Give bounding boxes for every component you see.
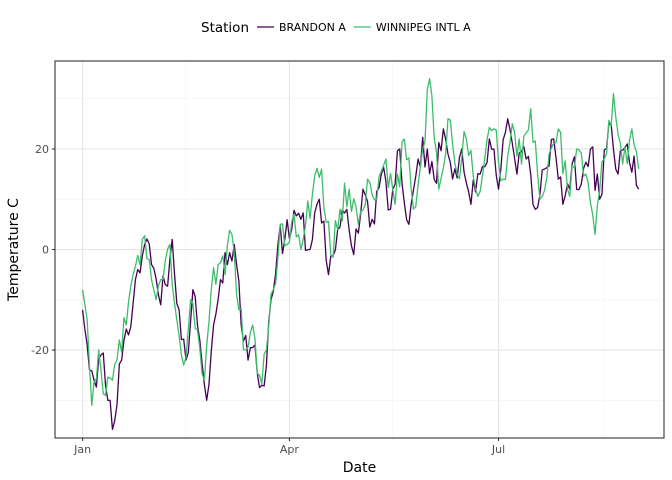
x-tick-label: Jan bbox=[73, 443, 91, 456]
y-tick-label: -20 bbox=[31, 344, 49, 357]
legend-label-2: WINNIPEG INTL A bbox=[376, 21, 471, 34]
major-gridlines bbox=[55, 61, 664, 438]
y-axis: -20 0 20 bbox=[31, 143, 55, 357]
x-axis-title: Date bbox=[343, 460, 376, 476]
legend-item-2: WINNIPEG INTL A bbox=[353, 21, 471, 34]
x-tick-label: Apr bbox=[280, 443, 300, 456]
series-line-2 bbox=[81, 77, 640, 406]
legend-item-1: BRANDON A bbox=[257, 21, 346, 34]
legend-title: Station bbox=[201, 20, 249, 36]
series-layer bbox=[81, 77, 640, 431]
y-tick-label: 20 bbox=[35, 143, 49, 156]
x-axis: Jan Apr Jul bbox=[73, 438, 505, 456]
y-tick-label: 0 bbox=[42, 244, 49, 257]
legend-label-1: BRANDON A bbox=[279, 21, 346, 34]
legend: Station BRANDON A WINNIPEG INTL A bbox=[201, 20, 471, 36]
x-tick-label: Jul bbox=[491, 443, 505, 456]
y-axis-title: Temperature C bbox=[6, 198, 22, 302]
